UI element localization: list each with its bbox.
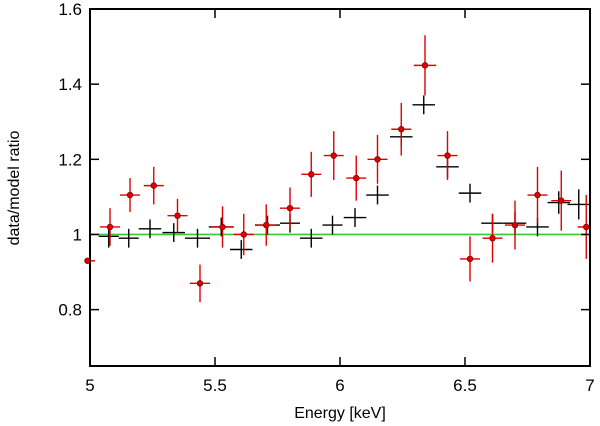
x-tick-label: 7 xyxy=(585,376,594,395)
y-tick-label: 1.6 xyxy=(58,0,82,19)
data-marker xyxy=(583,223,590,231)
x-tick-label: 6 xyxy=(335,376,344,395)
data-point-red-18 xyxy=(482,213,503,263)
data-marker xyxy=(219,223,226,231)
data-point-red-22 xyxy=(577,195,590,259)
data-point-red-16 xyxy=(437,131,458,180)
data-marker xyxy=(421,62,429,69)
data-point-red-12 xyxy=(346,155,367,201)
x-tick-label: 6.5 xyxy=(453,376,477,395)
data-point-red-9 xyxy=(280,187,300,229)
data-point-red-20 xyxy=(527,166,548,224)
data-marker xyxy=(330,152,337,159)
data-point-black-4 xyxy=(185,228,210,248)
series-red xyxy=(84,35,590,303)
data-point-red-6 xyxy=(211,206,234,248)
data-point-red-2 xyxy=(120,178,140,212)
data-point-red-13 xyxy=(367,134,388,184)
x-tick-label: 5.5 xyxy=(203,376,227,395)
data-marker xyxy=(489,235,496,242)
data-marker xyxy=(511,221,519,229)
y-tick-label: 0.8 xyxy=(58,301,82,320)
x-tick-label: 5 xyxy=(85,376,94,395)
data-point-red-7 xyxy=(233,213,254,256)
data-marker xyxy=(286,204,294,212)
data-marker xyxy=(126,191,134,199)
data-marker xyxy=(534,191,541,199)
y-axis-title: data/model ratio xyxy=(6,131,23,246)
data-point-red-10 xyxy=(301,151,322,197)
data-point-black-3 xyxy=(162,223,185,242)
y-tick-label: 1.2 xyxy=(58,150,82,169)
data-marker xyxy=(558,197,565,204)
axis-ticks: 0.8 1 1.2 1.4 1.6 5 5.5 6 6.5 7 xyxy=(58,0,594,395)
data-point-red-21 xyxy=(551,170,572,231)
data-marker xyxy=(174,212,181,219)
data-marker xyxy=(106,223,114,231)
plot-area xyxy=(84,35,590,303)
data-point-red-19 xyxy=(505,200,525,250)
data-point-red-14 xyxy=(391,102,412,156)
data-point-red-8 xyxy=(256,204,277,246)
data-marker xyxy=(466,255,474,263)
data-point-red-4 xyxy=(167,198,188,233)
data-marker xyxy=(444,152,451,159)
data-point-red-15 xyxy=(413,35,437,96)
data-marker xyxy=(374,156,381,163)
data-marker xyxy=(240,231,247,238)
data-point-black-9 xyxy=(300,228,323,248)
data-point-black-14 xyxy=(412,95,435,115)
data-point-black-16 xyxy=(458,183,482,203)
data-marker xyxy=(150,182,157,189)
y-tick-label: 1 xyxy=(73,225,82,244)
data-point-black-12 xyxy=(366,185,389,205)
data-point-black-6 xyxy=(230,240,253,259)
data-point-red-17 xyxy=(460,236,480,282)
data-marker xyxy=(398,126,405,133)
data-point-black-11 xyxy=(343,208,367,227)
x-axis-title: Energy [keV] xyxy=(294,405,386,422)
data-point-red-3 xyxy=(143,166,164,205)
plot-frame xyxy=(89,8,591,367)
data-point-black-10 xyxy=(322,215,343,235)
data-point-red-11 xyxy=(323,131,344,180)
data-marker xyxy=(308,171,315,178)
data-marker xyxy=(263,221,270,229)
data-point-red-5 xyxy=(190,264,210,303)
data-point-black-2 xyxy=(138,219,162,239)
data-marker xyxy=(196,280,204,287)
y-tick-label: 1.4 xyxy=(58,75,82,94)
data-marker xyxy=(353,174,360,182)
data-point-red-1 xyxy=(100,208,120,246)
data-point-black-1 xyxy=(118,228,139,248)
